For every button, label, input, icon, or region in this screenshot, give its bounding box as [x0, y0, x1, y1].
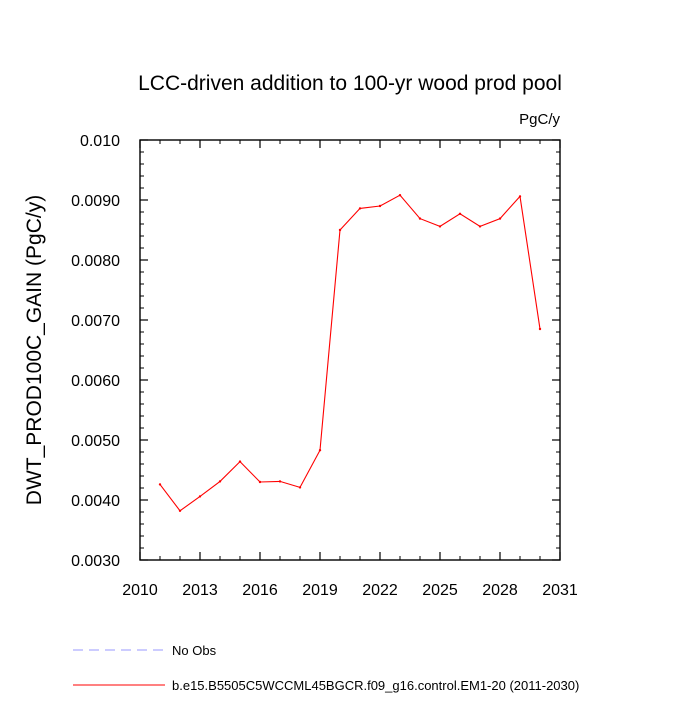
legend-label: No Obs — [172, 643, 217, 658]
y-tick-label: 0.0030 — [71, 553, 120, 570]
data-point — [158, 483, 162, 486]
data-point — [258, 480, 262, 484]
x-tick-label: 2013 — [182, 582, 218, 599]
data-point — [438, 225, 442, 228]
y-tick-label: 0.0070 — [71, 313, 120, 330]
data-point — [518, 195, 522, 198]
y-tick-label: 0.0080 — [71, 253, 120, 270]
data-point — [218, 480, 222, 483]
data-point — [398, 194, 402, 197]
y-tick-label: 0.0040 — [71, 493, 120, 510]
data-point — [318, 449, 322, 452]
data-point — [478, 225, 482, 228]
y-tick-label: 0.0090 — [71, 193, 120, 210]
data-point — [358, 207, 362, 210]
data-point — [538, 327, 542, 331]
plot-frame — [139, 139, 561, 561]
y-tick-label: 0.0050 — [71, 433, 120, 450]
x-tick-label: 2016 — [242, 582, 278, 599]
data-point — [298, 486, 302, 489]
y-tick-label: 0.0060 — [71, 373, 120, 390]
data-point — [418, 217, 422, 220]
x-tick-label: 2028 — [482, 582, 518, 599]
data-point — [278, 480, 282, 483]
units-label: PgC/y — [519, 111, 560, 128]
axes: 2010 2013 2016 2019 2022 2025 2028 2031 0.0030 0.… — [71, 133, 578, 599]
x-tick-label: 2031 — [542, 582, 578, 599]
y-axis-label: DWT_PROD100C_GAIN (PgC/y) — [23, 195, 46, 505]
data-point — [178, 509, 182, 512]
legend-label: b.e15.B5505C5WCCML45BGCR.f09_g16.control… — [172, 678, 579, 693]
x-tick-label: 2022 — [362, 582, 398, 599]
data-point — [238, 460, 242, 463]
data-point — [498, 217, 502, 220]
x-tick-label: 2010 — [122, 582, 158, 599]
x-tick-label: 2019 — [302, 582, 338, 599]
y-tick-label: 0.010 — [80, 133, 120, 150]
chart-title: LCC-driven addition to 100-yr wood prod … — [138, 72, 562, 95]
x-tick-label: 2025 — [422, 582, 458, 599]
data-point — [338, 228, 342, 232]
data-point — [378, 204, 382, 208]
data-point — [198, 495, 202, 498]
series-line — [159, 194, 541, 512]
plot-data — [158, 194, 542, 512]
legend: No Obs b.e15.B5505C5WCCML45BGCR.f09_g16.c… — [73, 643, 579, 693]
data-point — [458, 212, 462, 215]
